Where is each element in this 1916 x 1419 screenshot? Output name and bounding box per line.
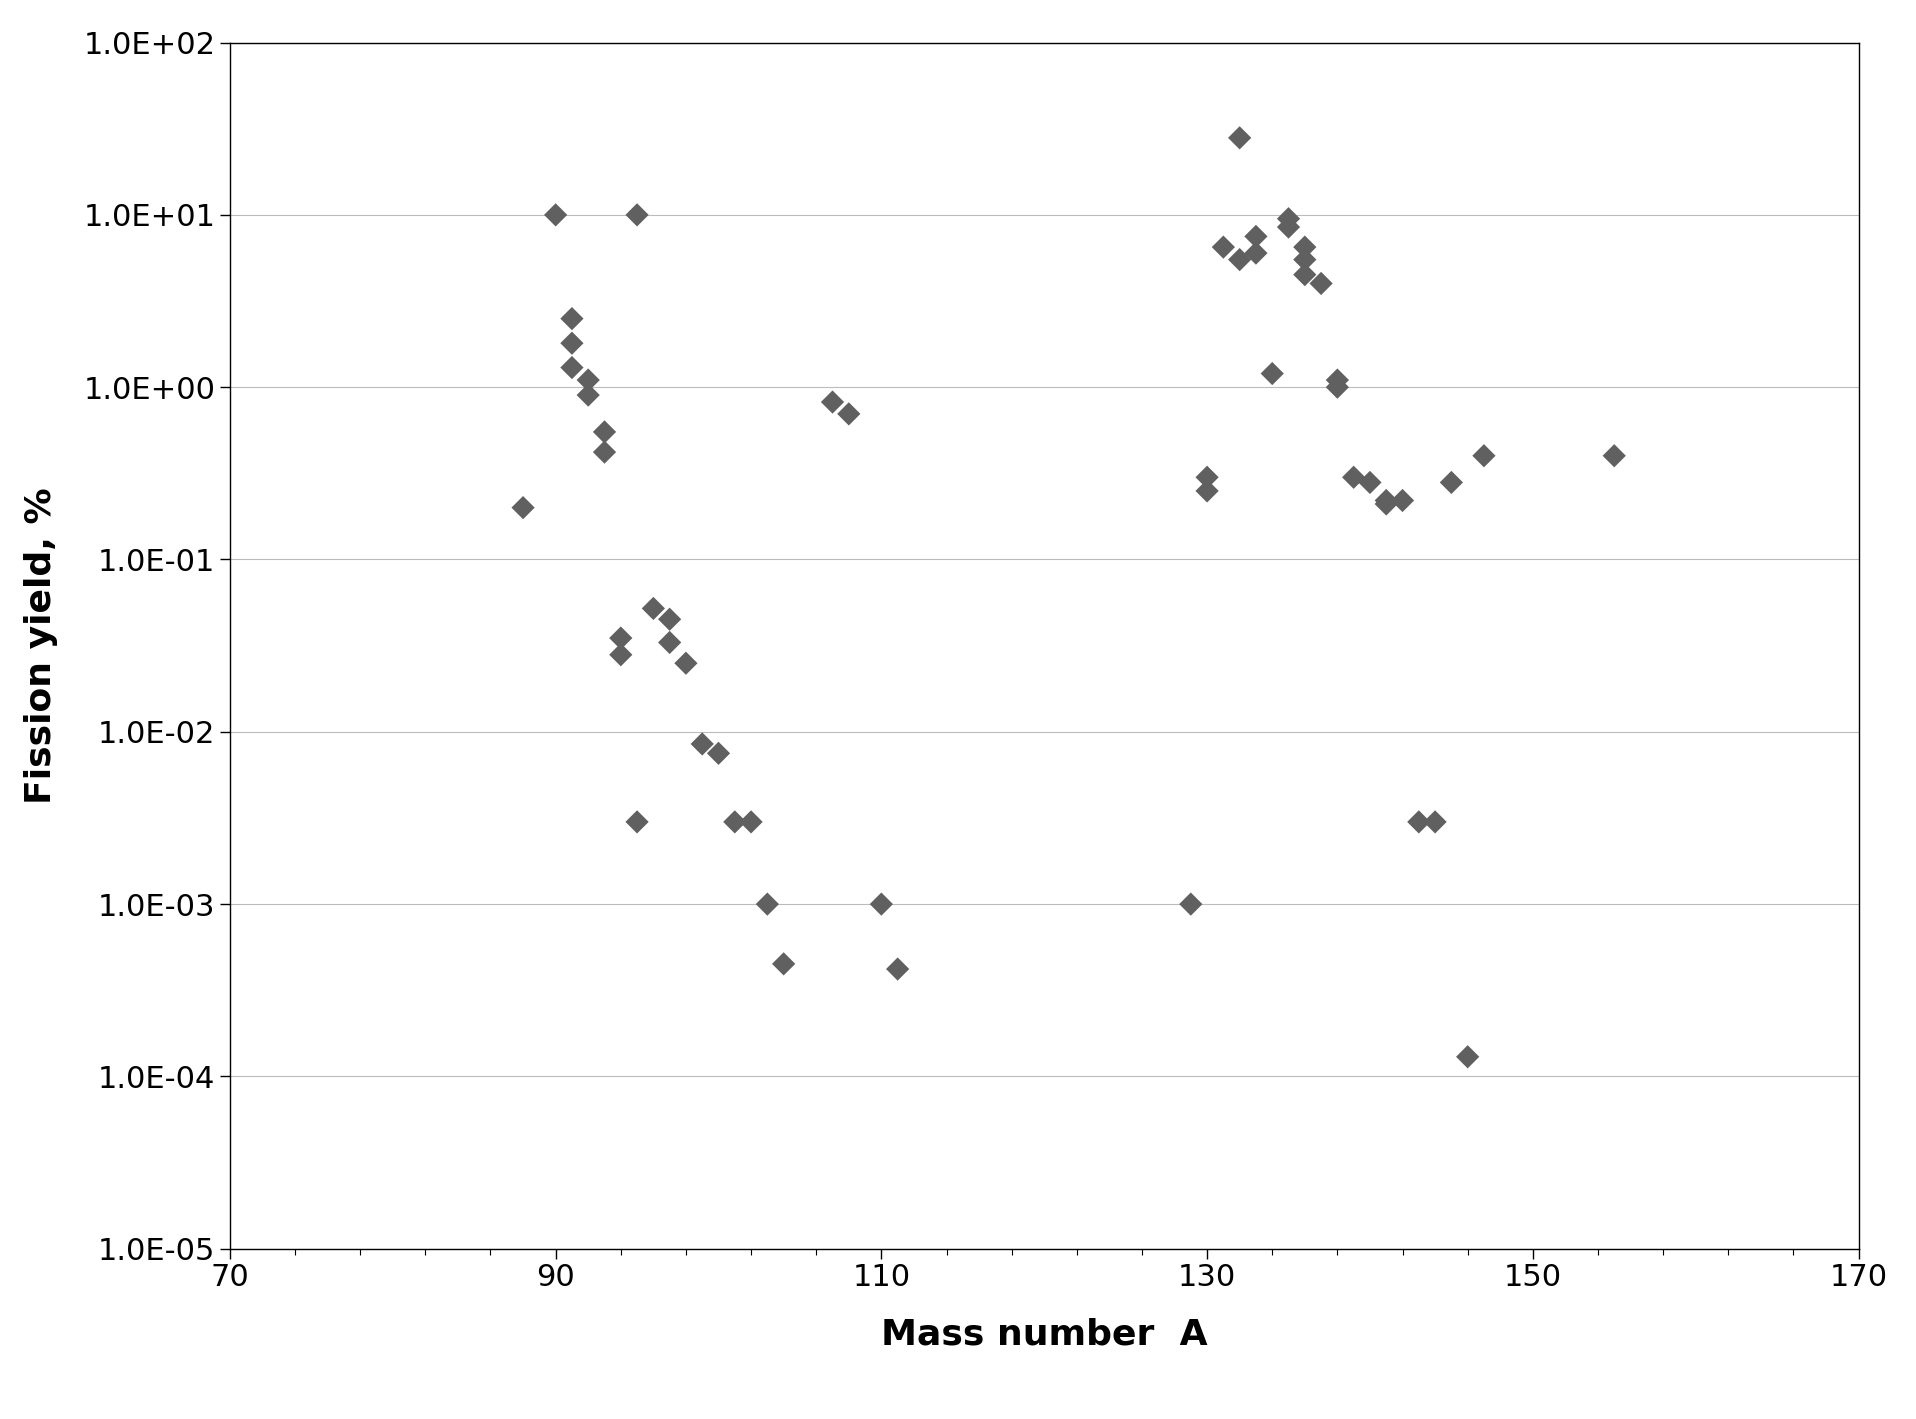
Point xyxy=(1322,376,1353,399)
Point xyxy=(540,203,571,226)
Point xyxy=(1257,362,1288,385)
Point xyxy=(605,627,636,650)
Point xyxy=(588,420,619,443)
Point xyxy=(1192,480,1222,502)
Point xyxy=(1289,264,1320,287)
Point xyxy=(1337,465,1368,488)
Point xyxy=(881,958,912,981)
Point xyxy=(703,742,734,765)
Point xyxy=(1207,236,1238,258)
Point xyxy=(1403,810,1433,833)
Point xyxy=(573,383,604,406)
Point xyxy=(1192,465,1222,488)
Point xyxy=(1598,444,1629,467)
Point xyxy=(1240,226,1270,248)
Point xyxy=(671,651,701,674)
Point xyxy=(1370,492,1401,515)
Point xyxy=(751,893,782,915)
Point xyxy=(1240,241,1270,264)
Point xyxy=(1355,471,1385,494)
Point xyxy=(556,356,586,379)
Point xyxy=(1224,248,1255,271)
Point xyxy=(1370,490,1401,512)
X-axis label: Mass number  A: Mass number A xyxy=(881,1317,1207,1351)
Point xyxy=(1289,236,1320,258)
Point xyxy=(653,631,684,654)
Point xyxy=(736,810,766,833)
Point xyxy=(1468,444,1498,467)
Point xyxy=(686,732,717,755)
Point xyxy=(605,643,636,666)
Point xyxy=(1420,810,1450,833)
Point xyxy=(588,441,619,464)
Point xyxy=(1452,1046,1483,1069)
Point xyxy=(1289,248,1320,271)
Y-axis label: Fission yield, %: Fission yield, % xyxy=(25,487,57,805)
Point xyxy=(1272,216,1303,238)
Point xyxy=(833,403,864,426)
Point xyxy=(816,390,847,413)
Point xyxy=(556,308,586,331)
Point xyxy=(508,497,538,519)
Point xyxy=(621,810,651,833)
Point xyxy=(621,203,651,226)
Point xyxy=(1175,893,1205,915)
Point xyxy=(866,893,897,915)
Point xyxy=(1387,490,1418,512)
Point xyxy=(653,607,684,630)
Point xyxy=(718,810,749,833)
Point xyxy=(768,952,799,975)
Point xyxy=(1435,471,1466,494)
Point xyxy=(638,597,669,620)
Point xyxy=(1305,272,1335,295)
Point xyxy=(556,332,586,355)
Point xyxy=(1272,207,1303,230)
Point xyxy=(573,369,604,392)
Point xyxy=(1224,126,1255,149)
Point xyxy=(1322,369,1353,392)
